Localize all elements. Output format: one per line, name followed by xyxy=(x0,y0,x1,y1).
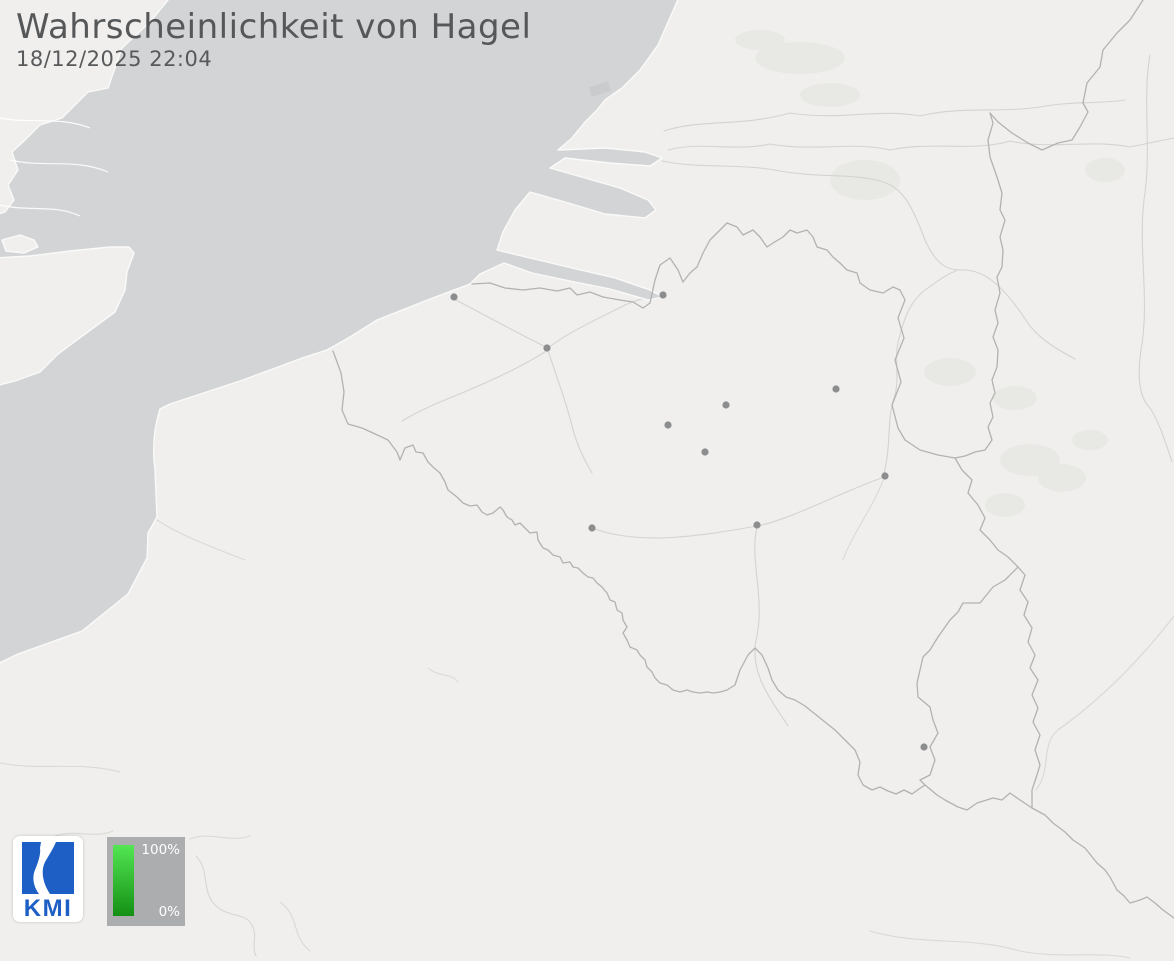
england-sheppey xyxy=(1,234,39,254)
river-france-4 xyxy=(279,901,311,952)
river-meuse-south xyxy=(754,526,789,727)
england-essex xyxy=(0,0,169,215)
river-leie xyxy=(401,349,549,422)
city-dot xyxy=(543,344,551,352)
city-dot xyxy=(920,743,928,751)
country-borders xyxy=(332,0,1174,919)
city-dot xyxy=(588,524,596,532)
kmi-emblem-icon xyxy=(22,842,74,894)
city-dot xyxy=(450,293,458,301)
border-france-luxembourg xyxy=(924,784,1033,811)
river-france-6 xyxy=(189,835,251,840)
legend-gradient-bar xyxy=(113,845,134,916)
river-sambre xyxy=(591,525,758,539)
city-dot xyxy=(664,421,672,429)
river-waal xyxy=(667,137,1174,151)
river-lek xyxy=(663,99,1126,132)
city-dot xyxy=(722,401,730,409)
city-dots xyxy=(450,291,928,751)
city-dot xyxy=(659,291,667,299)
river-upper-scheldt xyxy=(547,349,593,474)
city-dot xyxy=(881,472,889,480)
england xyxy=(0,0,169,386)
river-meuse xyxy=(883,269,959,475)
border-belgium-netherlands xyxy=(471,222,956,459)
river-maas-lower xyxy=(661,160,1076,360)
river-rhine xyxy=(1138,54,1173,463)
city-dot xyxy=(701,448,709,456)
legend-min-label: 0% xyxy=(158,903,180,920)
city-dot xyxy=(753,521,761,529)
forest-patches xyxy=(735,30,1125,517)
harbor-patch xyxy=(588,81,612,97)
legend-max-label: 100% xyxy=(141,842,180,858)
river-france-5 xyxy=(54,830,114,837)
river-ourthe xyxy=(842,477,885,561)
kmi-logo: KMI xyxy=(13,836,83,922)
border-netherlands-germany xyxy=(954,0,1144,459)
sea-north-sea xyxy=(0,0,679,664)
rivers xyxy=(0,54,1174,959)
river-moselle xyxy=(1035,615,1174,791)
border-belgium-luxembourg xyxy=(916,566,1019,786)
river-bottom-right xyxy=(869,930,1131,959)
canal-brugge-gent xyxy=(453,298,547,348)
border-belgium-germany xyxy=(954,457,1019,568)
river-small-1 xyxy=(427,667,459,683)
city-dot xyxy=(832,385,840,393)
border-luxembourg-germany xyxy=(1017,566,1041,809)
border-france-belgium xyxy=(332,350,926,795)
border-france-germany xyxy=(1031,807,1174,919)
kmi-logo-text: KMI xyxy=(23,895,73,922)
england-estuaries xyxy=(0,117,109,217)
river-france-2 xyxy=(0,762,121,773)
river-france-3 xyxy=(195,855,257,957)
river-france-1 xyxy=(156,519,246,561)
river-meuse-namur-liege xyxy=(756,476,885,527)
england-kent xyxy=(0,246,135,386)
probability-legend: 100% 0% xyxy=(107,837,185,926)
